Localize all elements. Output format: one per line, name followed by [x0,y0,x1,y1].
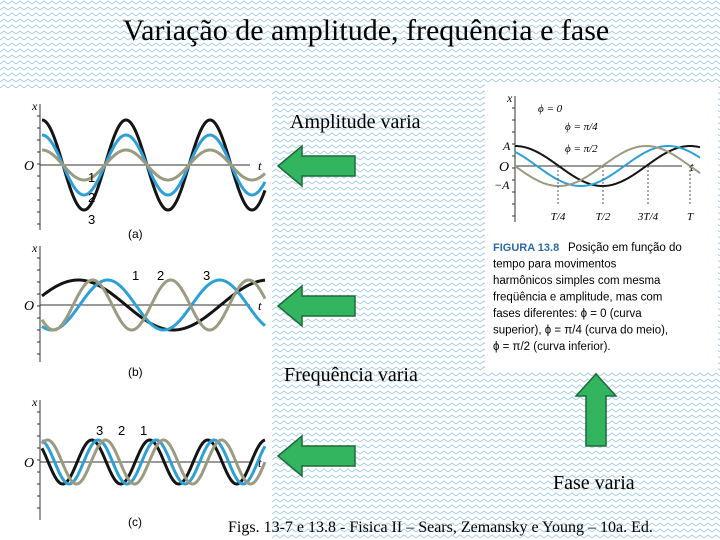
wave [41,438,267,486]
caption-line: ϕ = π/2 (curva inferior). [493,341,611,353]
time-label: 3T/4 [637,211,659,223]
curve-label: 2 [88,190,95,205]
caption-line: Posição em função do [568,242,682,254]
axis-label: x [31,99,38,113]
curve-label: 2 [157,268,164,283]
panel-caption: (b) [128,365,143,379]
axis-label: O [499,160,509,175]
axis-label: x [506,91,513,105]
wave [40,438,267,486]
axis-label: t [258,455,262,470]
label: Fase varia [553,472,635,494]
label: Amplitude varia [290,111,421,133]
curve-label: 1 [88,170,95,185]
time-label: T/2 [596,211,611,223]
arrow-left [276,144,356,188]
arrow-up [574,372,618,447]
axis-label: O [24,456,34,471]
curve-label: 3 [203,268,210,283]
time-label: T [687,211,694,223]
amp-label: A [502,139,511,153]
curve-label: 3 [96,423,103,438]
phase-label: ϕ = 0 [538,103,563,115]
curve-label: 2 [118,423,125,438]
axis-label: O [24,299,34,314]
caption-line: superior), ϕ = π/4 (curva do meio), [493,325,668,337]
axis-label: O [24,159,34,174]
curve-label: 1 [140,423,147,438]
axis-label: x [31,241,38,255]
caption-line: harmônicos simples com mesma [493,275,661,287]
time-label: T/4 [551,211,566,223]
phase-label: ϕ = π/2 [565,143,598,155]
panel-caption: (a) [128,227,143,241]
wave [41,148,267,182]
caption-line: fases diferentes: ϕ = 0 (curva [493,308,642,320]
arrow-left [276,434,356,478]
curve-label: 3 [88,212,95,227]
right-figure [485,85,718,370]
axis-label: t [258,158,262,173]
wave [41,133,267,197]
slide-title: Variação de amplitude, frequência e fase [123,14,609,47]
wave [514,144,701,188]
caption-line: freqüência e amplitude, mas com [493,292,662,304]
arrows [276,144,618,478]
phase-label: ϕ = π/4 [565,121,598,133]
label: Frequência varia [284,364,418,386]
amp-label: −A [494,178,510,192]
wave [514,144,701,188]
axis-label: t [258,298,262,313]
caption-line: tempo para movimentos [493,259,617,271]
arrow-left [276,284,356,328]
panel-caption: (c) [128,515,142,529]
caption-label: FIGURA 13.8 [493,242,559,254]
axis-label: x [31,395,38,409]
wave [41,278,266,332]
footer: Figs. 13-7 e 13.8 - Fisica II – Sears, Z… [228,519,653,536]
wave [40,278,267,332]
curve-label: 1 [132,268,139,283]
